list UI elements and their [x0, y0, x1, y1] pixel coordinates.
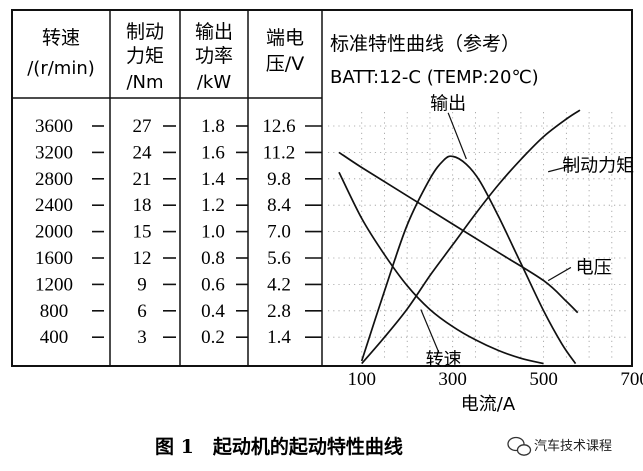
scale-tick-voltage: 1.4 — [267, 327, 291, 348]
scale-tick-power: 1.2 — [201, 195, 225, 216]
scale-tick-speed: 400 — [40, 327, 69, 348]
scale-tick-speed: 1200 — [35, 274, 73, 295]
x-axis: 100 300 500 700 — [347, 369, 643, 390]
scale-tick-torque: 21 — [133, 169, 152, 190]
header-speed-line2: /(r/min) — [27, 58, 95, 79]
series-line-torque — [361, 109, 581, 365]
x-tick-label: 100 — [347, 369, 376, 390]
series-label-voltage: 电压 — [576, 257, 612, 278]
scale-tick-power: 1.0 — [201, 222, 225, 243]
scale-tick-speed: 2000 — [35, 222, 73, 243]
scale-tick-voltage: 8.4 — [267, 195, 291, 216]
scale-tick-torque: 12 — [133, 248, 152, 269]
scale-tick-voltage: 2.8 — [267, 301, 291, 322]
scale-tick-power: 1.6 — [201, 142, 225, 163]
scale-tick-torque: 9 — [137, 274, 147, 295]
scale-tick-torque: 24 — [133, 142, 153, 163]
watermark-text: 汽车技术课程 — [534, 438, 612, 454]
scale-tick-power: 0.2 — [201, 327, 225, 348]
scale-tick-voltage: 7.0 — [267, 222, 291, 243]
series-line-speed — [338, 171, 544, 365]
header-power-line3: /kW — [197, 72, 231, 93]
table-frame — [11, 9, 633, 367]
x-axis-label: 电流/A — [461, 394, 516, 415]
x-tick-label: 500 — [529, 369, 558, 390]
header-voltage-line2: 压/V — [266, 53, 304, 75]
curves — [338, 109, 581, 365]
x-tick-label: 700 — [620, 369, 643, 390]
wechat-icon — [507, 436, 532, 456]
scale-tick-speed: 1600 — [35, 248, 73, 269]
scale-headers: 转速 /(r/min) 制动 力矩 /Nm 输出 功率 /kW 端电 压/V — [27, 21, 304, 93]
scale-tick-power: 0.4 — [201, 301, 225, 322]
series-label-power: 输出 — [430, 94, 466, 115]
scale-tick-voltage: 11.2 — [263, 142, 296, 163]
header-torque-line3: /Nm — [126, 72, 163, 93]
wechat-watermark: 汽车技术课程 — [507, 436, 612, 456]
label-leader-speed — [420, 309, 440, 354]
y-scales: 3600 3200 2800 2400 2000 1600 1200 800 400 27 24 21… — [35, 116, 322, 348]
header-speed-line1: 转速 — [42, 27, 80, 49]
header-voltage-line1: 端电 — [266, 27, 304, 49]
scale-tick-speed: 800 — [40, 301, 69, 322]
label-leader-voltage — [547, 266, 572, 282]
scale-tick-power: 1.8 — [201, 116, 225, 137]
chart-subtitle: BATT:12-C (TEMP:20℃) — [330, 67, 539, 88]
x-tick-label: 300 — [438, 369, 467, 390]
scale-tick-speed: 2800 — [35, 169, 73, 190]
scale-tick-voltage: 9.8 — [267, 169, 291, 190]
scale-tick-power: 0.6 — [201, 274, 225, 295]
scale-tick-power: 1.4 — [201, 169, 225, 190]
series-label-speed: 转速 — [426, 350, 462, 371]
scale-tick-speed: 3600 — [35, 116, 73, 137]
scale-tick-voltage: 4.2 — [267, 274, 291, 295]
series-label-torque: 制动力矩 — [562, 156, 634, 177]
series-line-voltage — [338, 151, 579, 314]
scale-tick-power: 0.8 — [201, 248, 225, 269]
header-torque-line2: 力矩 — [126, 45, 164, 67]
scale-tick-torque: 18 — [133, 195, 152, 216]
chart-title: 标准特性曲线（参考） — [330, 33, 520, 55]
figure-caption: 图 1 起动机的起动特性曲线 — [155, 435, 403, 458]
label-leader-torque — [548, 164, 576, 173]
scale-tick-torque: 6 — [137, 301, 147, 322]
scale-tick-voltage: 12.6 — [262, 116, 295, 137]
label-leader-power — [447, 112, 467, 160]
header-torque-line1: 制动 — [126, 21, 164, 43]
scale-tick-speed: 3200 — [35, 142, 73, 163]
scale-tick-torque: 3 — [137, 327, 147, 348]
header-power-line2: 功率 — [195, 45, 233, 67]
scale-tick-torque: 15 — [133, 222, 152, 243]
header-power-line1: 输出 — [195, 21, 233, 43]
scale-tick-speed: 2400 — [35, 195, 73, 216]
series-line-power — [360, 155, 577, 365]
scale-tick-voltage: 5.6 — [267, 248, 291, 269]
scale-tick-torque: 27 — [133, 116, 152, 137]
